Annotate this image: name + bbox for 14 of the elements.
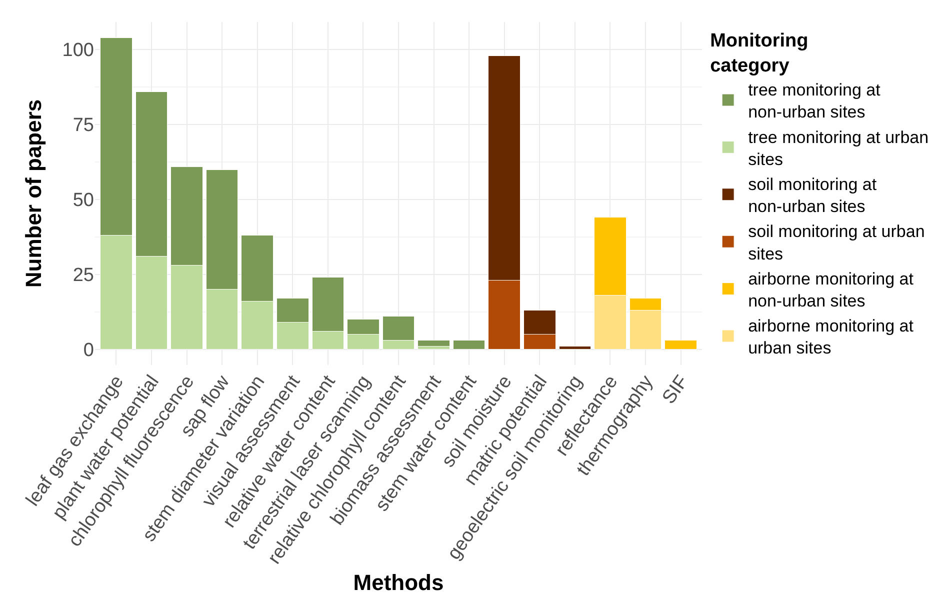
y-tick-label: 100 — [62, 40, 94, 62]
bar — [664, 340, 697, 350]
x-axis-title: Methods — [353, 570, 444, 596]
y-tick-label: 0 — [83, 340, 94, 362]
y-axis-title: Number of papers — [21, 99, 46, 288]
bar — [558, 346, 592, 350]
y-tick-label: 75 — [72, 115, 94, 136]
legend-label: airborne monitoring at urban sites — [748, 316, 914, 358]
y-tick-label: 25 — [72, 265, 94, 286]
bar — [418, 340, 450, 347]
bar — [452, 340, 486, 350]
legend-title: Monitoring category — [710, 30, 808, 76]
x-tick-label: SIF — [658, 372, 693, 408]
y-tick-label: 50 — [72, 190, 94, 212]
